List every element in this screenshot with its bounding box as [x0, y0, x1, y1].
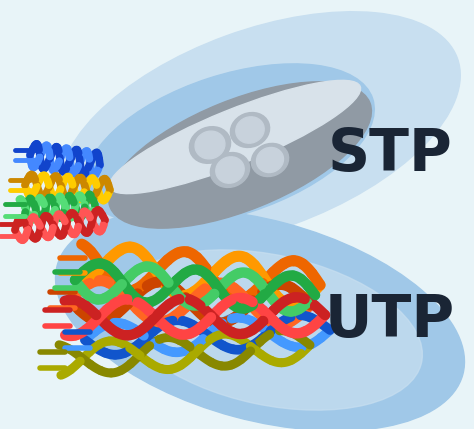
Ellipse shape	[86, 64, 374, 226]
Ellipse shape	[60, 12, 460, 248]
Ellipse shape	[236, 117, 264, 143]
Ellipse shape	[190, 127, 230, 163]
Ellipse shape	[251, 143, 289, 177]
Ellipse shape	[55, 209, 465, 429]
Ellipse shape	[109, 80, 361, 193]
Ellipse shape	[109, 82, 372, 228]
Ellipse shape	[256, 148, 283, 172]
Ellipse shape	[195, 131, 225, 159]
Ellipse shape	[216, 157, 244, 183]
Text: STP: STP	[328, 127, 452, 184]
Ellipse shape	[118, 250, 422, 410]
Ellipse shape	[210, 153, 250, 187]
Ellipse shape	[230, 112, 270, 148]
Text: UTP: UTP	[325, 291, 455, 348]
